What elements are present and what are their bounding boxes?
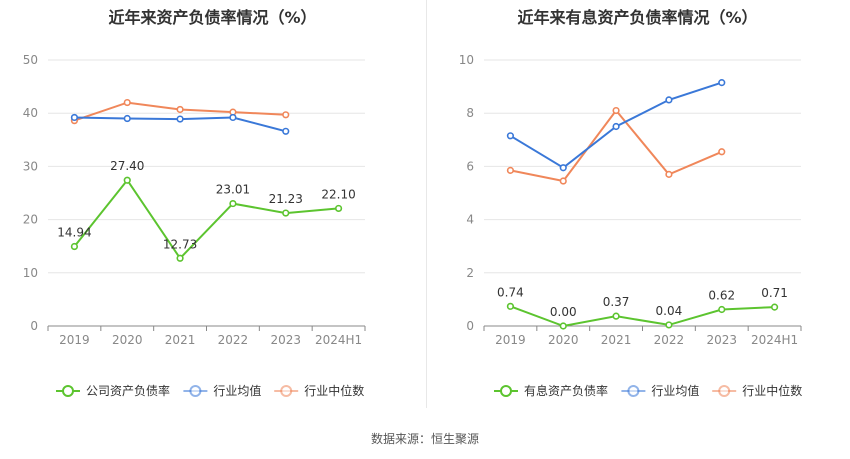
- data-point: [506, 132, 515, 140]
- data-label: 0.74: [497, 285, 524, 299]
- y-tick-label: 4: [466, 213, 474, 227]
- y-tick-label: 6: [466, 159, 474, 173]
- data-point: [176, 115, 184, 123]
- data-label: 21.23: [269, 192, 303, 206]
- panel-divider: [426, 0, 427, 408]
- data-point: [70, 113, 79, 122]
- data-point: [176, 105, 184, 114]
- x-tick-label: 2020: [548, 333, 579, 347]
- x-tick-label: 2022: [654, 333, 685, 347]
- debt-ratio-chart: 0 10 20 30 40 50 2019 2020 2021 2022 2023 2024H1 14.…: [23, 53, 366, 398]
- legend-marker: [627, 385, 640, 397]
- data-label: 23.01: [216, 183, 250, 197]
- data-point: [123, 114, 131, 123]
- data-point: [229, 199, 237, 208]
- data-label: 0.62: [708, 289, 735, 303]
- data-source: 数据来源：恒生聚源: [0, 430, 850, 447]
- data-point: [718, 305, 726, 314]
- source-value: 恒生聚源: [431, 432, 480, 446]
- data-point: [559, 164, 567, 172]
- y-tick-label: 20: [23, 213, 38, 227]
- data-point: [229, 113, 237, 122]
- x-tick-label: 2021: [165, 333, 196, 347]
- y-tick-label: 10: [23, 266, 38, 280]
- data-point: [770, 303, 779, 311]
- series-line: [510, 108, 723, 183]
- legend-label: 有息资产负债率: [524, 383, 608, 398]
- legend-marker: [189, 385, 202, 397]
- data-point: [665, 321, 673, 329]
- x-tick-label: 2023: [270, 333, 301, 347]
- data-point: [334, 204, 343, 213]
- data-point: [612, 122, 620, 131]
- x-tick-label: 2024H1: [751, 333, 798, 347]
- legend-label: 行业均值: [651, 383, 699, 398]
- data-point: [506, 302, 515, 310]
- chart-panel-debt-ratio: 近年来资产负债率情况（%） 0 10 20 30 40 50 2019 2020 2021 202…: [0, 0, 425, 420]
- legend-item: 行业中位数: [712, 383, 802, 398]
- legend-label: 行业均值: [213, 383, 261, 398]
- x-tick-label: 2023: [706, 333, 737, 347]
- y-tick-label: 10: [459, 53, 474, 67]
- data-point: [282, 209, 290, 217]
- y-tick-label: 2: [466, 266, 474, 280]
- data-point: [123, 98, 131, 107]
- y-tick-label: 40: [23, 106, 38, 120]
- y-tick-label: 50: [23, 53, 38, 67]
- data-point: [123, 176, 131, 184]
- data-point: [718, 148, 726, 156]
- legend-item: 行业中位数: [274, 383, 364, 398]
- data-label: 22.10: [321, 187, 355, 201]
- legend-item: 有息资产负债率: [494, 383, 608, 398]
- x-tick-label: 2020: [112, 333, 143, 347]
- x-tick-label: 2022: [218, 333, 249, 347]
- legend-marker: [500, 385, 512, 397]
- legend-label: 公司资产负债率: [86, 383, 170, 398]
- interest-debt-ratio-chart: 0 2 4 6 8 10 2019 2020 2021 2022 2023 2024H1 0.74 0.0…: [459, 53, 802, 398]
- data-point: [612, 106, 620, 115]
- legend-item: 行业均值: [621, 383, 699, 398]
- data-point: [559, 322, 567, 330]
- source-label: 数据来源：: [370, 432, 431, 446]
- data-label: 14.94: [57, 226, 91, 240]
- data-label: 0.04: [656, 304, 683, 318]
- data-point: [176, 254, 184, 262]
- x-tick-label: 2019: [495, 333, 526, 347]
- legend-marker: [280, 385, 293, 397]
- data-point: [665, 96, 673, 104]
- data-point: [612, 312, 620, 320]
- x-tick-label: 2021: [601, 333, 632, 347]
- legend-label: 行业中位数: [304, 383, 364, 398]
- y-tick-label: 8: [466, 106, 474, 120]
- y-tick-label: 0: [466, 319, 474, 333]
- y-tick-label: 0: [30, 319, 38, 333]
- chart-panel-interest-debt-ratio: 近年来有息资产负债率情况（%） 0 2 4 6 8 10 2019 2020 2021 2022 2…: [425, 0, 850, 420]
- legend-item: 公司资产负债率: [56, 383, 170, 398]
- chart-title: 近年来资产负债率情况（%）: [108, 8, 317, 27]
- data-point: [282, 127, 290, 135]
- data-point: [70, 242, 79, 251]
- data-label: 12.73: [163, 237, 197, 251]
- chart-title: 近年来有息资产负债率情况（%）: [517, 8, 758, 27]
- series-line: [73, 178, 339, 260]
- data-label: 0.37: [603, 295, 630, 309]
- data-point: [718, 79, 726, 87]
- data-label: 0.71: [761, 286, 788, 300]
- data-point: [559, 177, 567, 185]
- legend-marker: [718, 385, 731, 397]
- x-tick-label: 2019: [59, 333, 90, 347]
- data-point: [665, 170, 673, 178]
- data-label: 0.00: [550, 305, 577, 319]
- y-tick-label: 30: [23, 159, 38, 173]
- data-label: 27.40: [110, 159, 144, 173]
- data-point: [506, 166, 515, 174]
- x-tick-label: 2024H1: [315, 333, 362, 347]
- legend-label: 行业中位数: [742, 383, 802, 398]
- legend-item: 行业均值: [183, 383, 261, 398]
- data-point: [282, 111, 290, 119]
- series-line: [510, 305, 775, 328]
- legend-marker: [62, 385, 74, 397]
